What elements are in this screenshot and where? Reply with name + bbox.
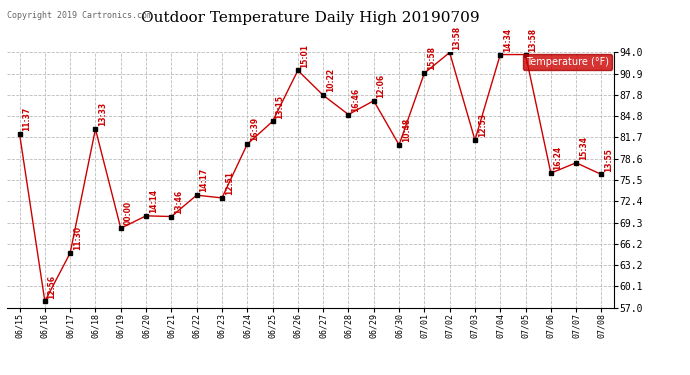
Text: 14:34: 14:34: [503, 28, 512, 52]
Text: 15:34: 15:34: [579, 136, 588, 160]
Text: Outdoor Temperature Daily High 20190709: Outdoor Temperature Daily High 20190709: [141, 11, 480, 25]
Text: 16:39: 16:39: [250, 117, 259, 141]
Text: 10:22: 10:22: [326, 68, 335, 93]
Text: 13:15: 13:15: [275, 94, 284, 118]
Text: 16:24: 16:24: [553, 146, 562, 170]
Text: Copyright 2019 Cartronics.com: Copyright 2019 Cartronics.com: [7, 11, 152, 20]
Text: 15:58: 15:58: [427, 46, 436, 70]
Text: 13:46: 13:46: [174, 190, 183, 214]
Text: 12:51: 12:51: [225, 171, 234, 195]
Text: 14:17: 14:17: [199, 168, 208, 192]
Text: 13:58: 13:58: [529, 28, 538, 52]
Text: 15:01: 15:01: [301, 44, 310, 68]
Text: 13:33: 13:33: [98, 102, 107, 126]
Text: 11:37: 11:37: [22, 107, 31, 131]
Text: 13:58: 13:58: [453, 26, 462, 50]
Text: 16:46: 16:46: [351, 88, 360, 112]
Text: 00:00: 00:00: [124, 201, 132, 225]
Text: 14:14: 14:14: [149, 189, 158, 213]
Text: 11:30: 11:30: [73, 226, 82, 250]
Text: 12:06: 12:06: [377, 74, 386, 98]
Text: 10:48: 10:48: [402, 118, 411, 142]
Text: 13:55: 13:55: [604, 148, 613, 172]
Text: 12:56: 12:56: [48, 274, 57, 298]
Legend: Temperature (°F): Temperature (°F): [523, 54, 612, 70]
Text: 12:53: 12:53: [477, 113, 486, 137]
